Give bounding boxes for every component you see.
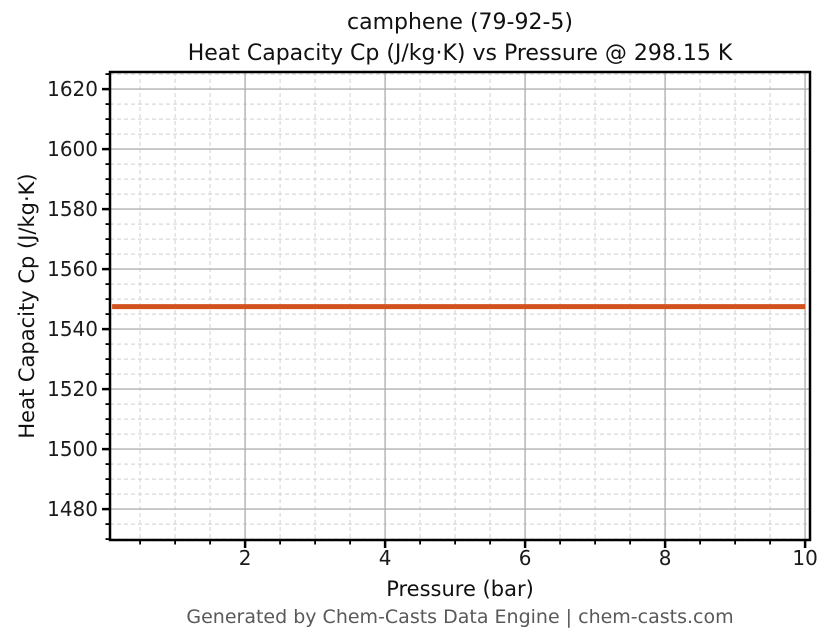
plot-border	[108, 70, 812, 542]
x-tick-label: 4	[378, 546, 392, 570]
y-tick-label: 1540	[47, 317, 98, 342]
y-axis-label: Heat Capacity Cp (J/kg·K)	[15, 173, 39, 439]
x-tick-label: 8	[658, 546, 672, 570]
y-tick-label: 1620	[47, 77, 98, 102]
footer-attribution: Generated by Chem-Casts Data Engine | ch…	[186, 606, 734, 628]
chart-title-line2: Heat Capacity Cp (J/kg·K) vs Pressure @ …	[187, 41, 733, 66]
x-tick-label: 2	[238, 546, 252, 570]
y-tick-label: 1600	[47, 137, 98, 162]
x-axis-label: Pressure (bar)	[386, 577, 534, 601]
x-tick-label: 10	[792, 546, 818, 570]
y-tick-label: 1500	[47, 437, 98, 462]
x-tick-label: 6	[518, 546, 532, 570]
y-tick-label: 1560	[47, 257, 98, 282]
y-tick-label: 1580	[47, 197, 98, 222]
chart-title: camphene (79-92-5) Heat Capacity Cp (J/k…	[110, 7, 810, 69]
y-tick-label: 1480	[47, 497, 98, 522]
y-tick-label: 1520	[47, 377, 98, 402]
chart-title-line1: camphene (79-92-5)	[347, 10, 573, 35]
